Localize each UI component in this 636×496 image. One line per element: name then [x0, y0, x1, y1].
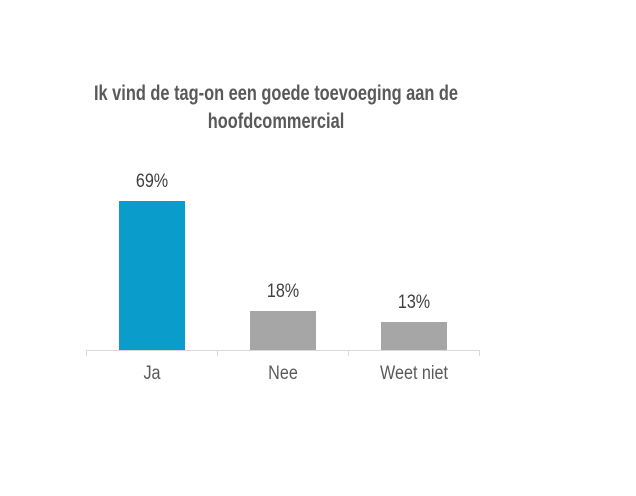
bar-value-label-weet-niet: 13% [397, 292, 430, 313]
x-axis-line [86, 350, 480, 351]
bar-value-label-ja: 69% [135, 171, 168, 192]
bar-weet-niet [380, 322, 447, 350]
x-axis-tick [348, 350, 349, 356]
chart-title: Ik vind de tag-on een goede toevoeging a… [93, 82, 459, 133]
x-axis-tick [479, 350, 480, 356]
x-axis-tick [217, 350, 218, 356]
bar-value-label-nee: 18% [266, 281, 299, 302]
x-axis-label-ja: Ja [142, 363, 161, 384]
bar-nee [249, 311, 316, 350]
x-axis-label-weet-niet: Weet niet [379, 363, 448, 384]
bar-ja [118, 201, 185, 350]
x-axis-tick [86, 350, 87, 356]
x-axis-label-nee: Nee [267, 363, 298, 384]
